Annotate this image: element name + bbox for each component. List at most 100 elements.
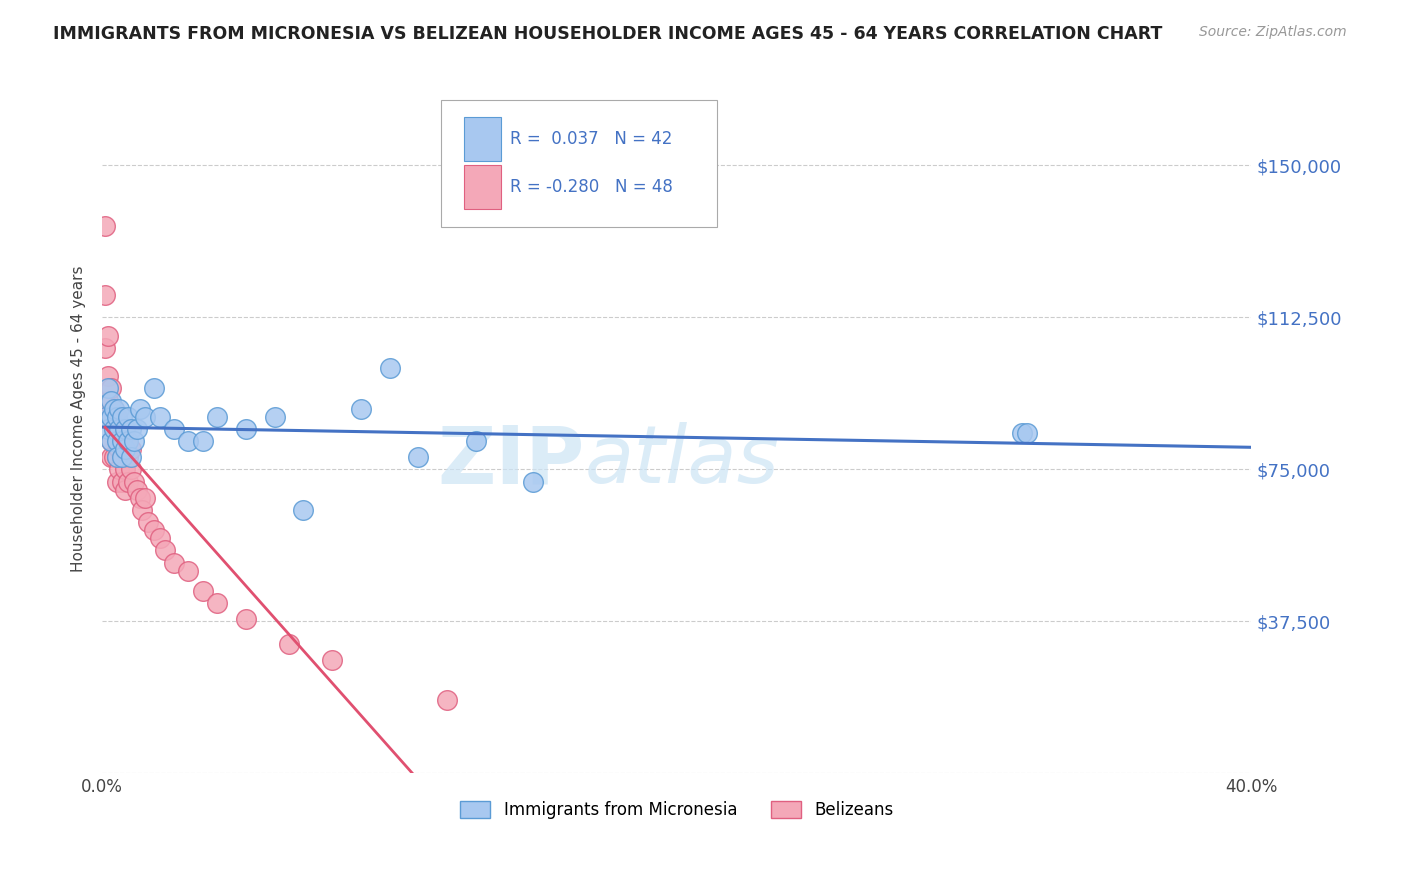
- Text: IMMIGRANTS FROM MICRONESIA VS BELIZEAN HOUSEHOLDER INCOME AGES 45 - 64 YEARS COR: IMMIGRANTS FROM MICRONESIA VS BELIZEAN H…: [53, 25, 1163, 43]
- Point: [436, 693, 458, 707]
- Point: [191, 584, 214, 599]
- Point: [94, 288, 117, 302]
- Point: [131, 503, 153, 517]
- Point: [108, 422, 131, 436]
- Point: [105, 434, 128, 448]
- Point: [177, 564, 200, 578]
- Point: [117, 475, 139, 489]
- Point: [105, 434, 128, 448]
- Point: [128, 401, 150, 416]
- FancyBboxPatch shape: [441, 100, 717, 227]
- Point: [100, 434, 122, 448]
- Point: [1017, 425, 1039, 440]
- Point: [321, 653, 343, 667]
- Point: [122, 475, 145, 489]
- Point: [117, 409, 139, 424]
- Point: [111, 409, 134, 424]
- Point: [103, 401, 125, 416]
- Point: [103, 450, 125, 465]
- Point: [94, 341, 117, 355]
- Point: [100, 409, 122, 424]
- Point: [122, 434, 145, 448]
- Point: [100, 450, 122, 465]
- Point: [117, 450, 139, 465]
- FancyBboxPatch shape: [464, 117, 501, 161]
- Point: [191, 434, 214, 448]
- Point: [292, 503, 315, 517]
- Point: [1011, 425, 1033, 440]
- Point: [100, 393, 122, 408]
- Point: [97, 381, 120, 395]
- Point: [163, 422, 186, 436]
- Point: [103, 422, 125, 436]
- Point: [149, 409, 172, 424]
- Point: [103, 422, 125, 436]
- Point: [100, 409, 122, 424]
- Point: [97, 393, 120, 408]
- Point: [114, 422, 136, 436]
- Legend: Immigrants from Micronesia, Belizeans: Immigrants from Micronesia, Belizeans: [454, 794, 900, 825]
- Point: [94, 219, 117, 234]
- Point: [105, 450, 128, 465]
- Point: [464, 434, 486, 448]
- Point: [205, 596, 228, 610]
- Point: [111, 434, 134, 448]
- Point: [263, 409, 285, 424]
- Point: [111, 450, 134, 465]
- Point: [120, 462, 142, 476]
- Point: [114, 462, 136, 476]
- Point: [111, 475, 134, 489]
- Point: [142, 523, 165, 537]
- Point: [177, 434, 200, 448]
- Point: [97, 369, 120, 384]
- Point: [163, 556, 186, 570]
- Point: [350, 401, 373, 416]
- Point: [114, 442, 136, 457]
- Point: [155, 543, 177, 558]
- Point: [108, 401, 131, 416]
- Y-axis label: Householder Income Ages 45 - 64 years: Householder Income Ages 45 - 64 years: [72, 266, 86, 572]
- Point: [111, 434, 134, 448]
- Point: [134, 491, 156, 505]
- Text: Source: ZipAtlas.com: Source: ZipAtlas.com: [1199, 25, 1347, 39]
- Point: [105, 409, 128, 424]
- Point: [378, 361, 401, 376]
- Point: [278, 637, 301, 651]
- FancyBboxPatch shape: [464, 165, 501, 209]
- Point: [125, 483, 148, 497]
- Point: [100, 381, 122, 395]
- Point: [120, 442, 142, 457]
- Point: [111, 450, 134, 465]
- Point: [105, 450, 128, 465]
- Text: R = -0.280   N = 48: R = -0.280 N = 48: [510, 178, 673, 195]
- Point: [114, 483, 136, 497]
- Point: [105, 475, 128, 489]
- Point: [136, 515, 159, 529]
- Text: ZIP: ZIP: [437, 422, 585, 500]
- Point: [235, 612, 257, 626]
- Point: [108, 422, 131, 436]
- Point: [142, 381, 165, 395]
- Point: [108, 462, 131, 476]
- Point: [103, 401, 125, 416]
- Point: [105, 409, 128, 424]
- Point: [117, 434, 139, 448]
- Point: [522, 475, 544, 489]
- Point: [94, 409, 117, 424]
- Point: [205, 409, 228, 424]
- Point: [108, 442, 131, 457]
- Point: [100, 434, 122, 448]
- Point: [128, 491, 150, 505]
- Point: [406, 450, 429, 465]
- Point: [134, 409, 156, 424]
- Point: [149, 532, 172, 546]
- Point: [114, 442, 136, 457]
- Point: [235, 422, 257, 436]
- Text: atlas: atlas: [585, 422, 780, 500]
- Point: [120, 422, 142, 436]
- Text: R =  0.037   N = 42: R = 0.037 N = 42: [510, 130, 672, 148]
- Point: [125, 422, 148, 436]
- Point: [97, 409, 120, 424]
- Point: [97, 422, 120, 436]
- Point: [97, 328, 120, 343]
